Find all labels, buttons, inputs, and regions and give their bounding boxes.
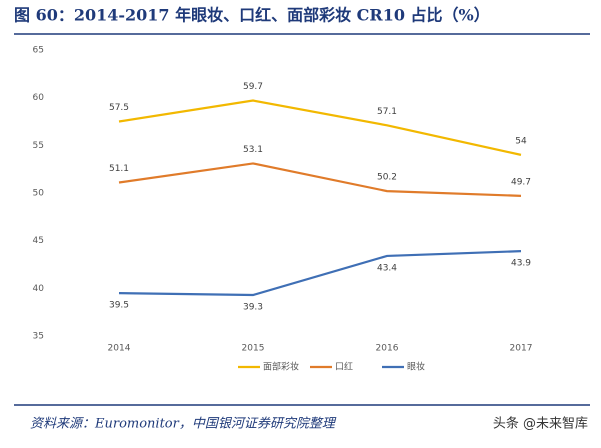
x-tick-label: 2017 (510, 344, 533, 354)
data-label: 53.1 (243, 145, 263, 155)
y-tick-label: 40 (33, 284, 45, 294)
y-tick-label: 60 (33, 93, 45, 103)
line (118, 99, 522, 156)
x-tick-label: 2014 (108, 344, 131, 354)
title: 图 60：2014-2017 年眼妆、口红、面部彩妆 CR10 占比（%） (14, 6, 490, 25)
legend-label: 面部彩妆 (263, 361, 299, 373)
x-tick-label: 2016 (376, 344, 399, 354)
data-label: 43.4 (377, 263, 397, 273)
data-label: 39.3 (243, 303, 263, 313)
data-label: 51.1 (109, 164, 129, 174)
legend-label: 口红 (335, 361, 353, 373)
data-label: 49.7 (511, 177, 531, 187)
line (118, 250, 522, 297)
data-label: 50.2 (377, 173, 397, 183)
legend-label: 眼妆 (407, 361, 425, 373)
source: 资料来源：Euromonitor，中国银河证券研究院整理 (30, 416, 337, 432)
line (118, 162, 522, 197)
y-tick-label: 35 (33, 332, 44, 342)
data-label: 57.1 (377, 107, 397, 117)
watermark: 头条 @未来智库 (493, 416, 588, 432)
y-tick-label: 55 (33, 141, 44, 151)
y-tick-label: 45 (33, 236, 44, 246)
data-label: 39.5 (109, 301, 129, 311)
y-tick-label: 65 (33, 46, 44, 56)
data-label: 57.5 (109, 103, 129, 113)
x-tick-label: 2015 (242, 344, 265, 354)
data-label: 59.7 (243, 82, 263, 92)
data-label: 54 (515, 136, 527, 146)
y-tick-label: 50 (33, 189, 45, 199)
data-label: 43.9 (511, 259, 531, 269)
